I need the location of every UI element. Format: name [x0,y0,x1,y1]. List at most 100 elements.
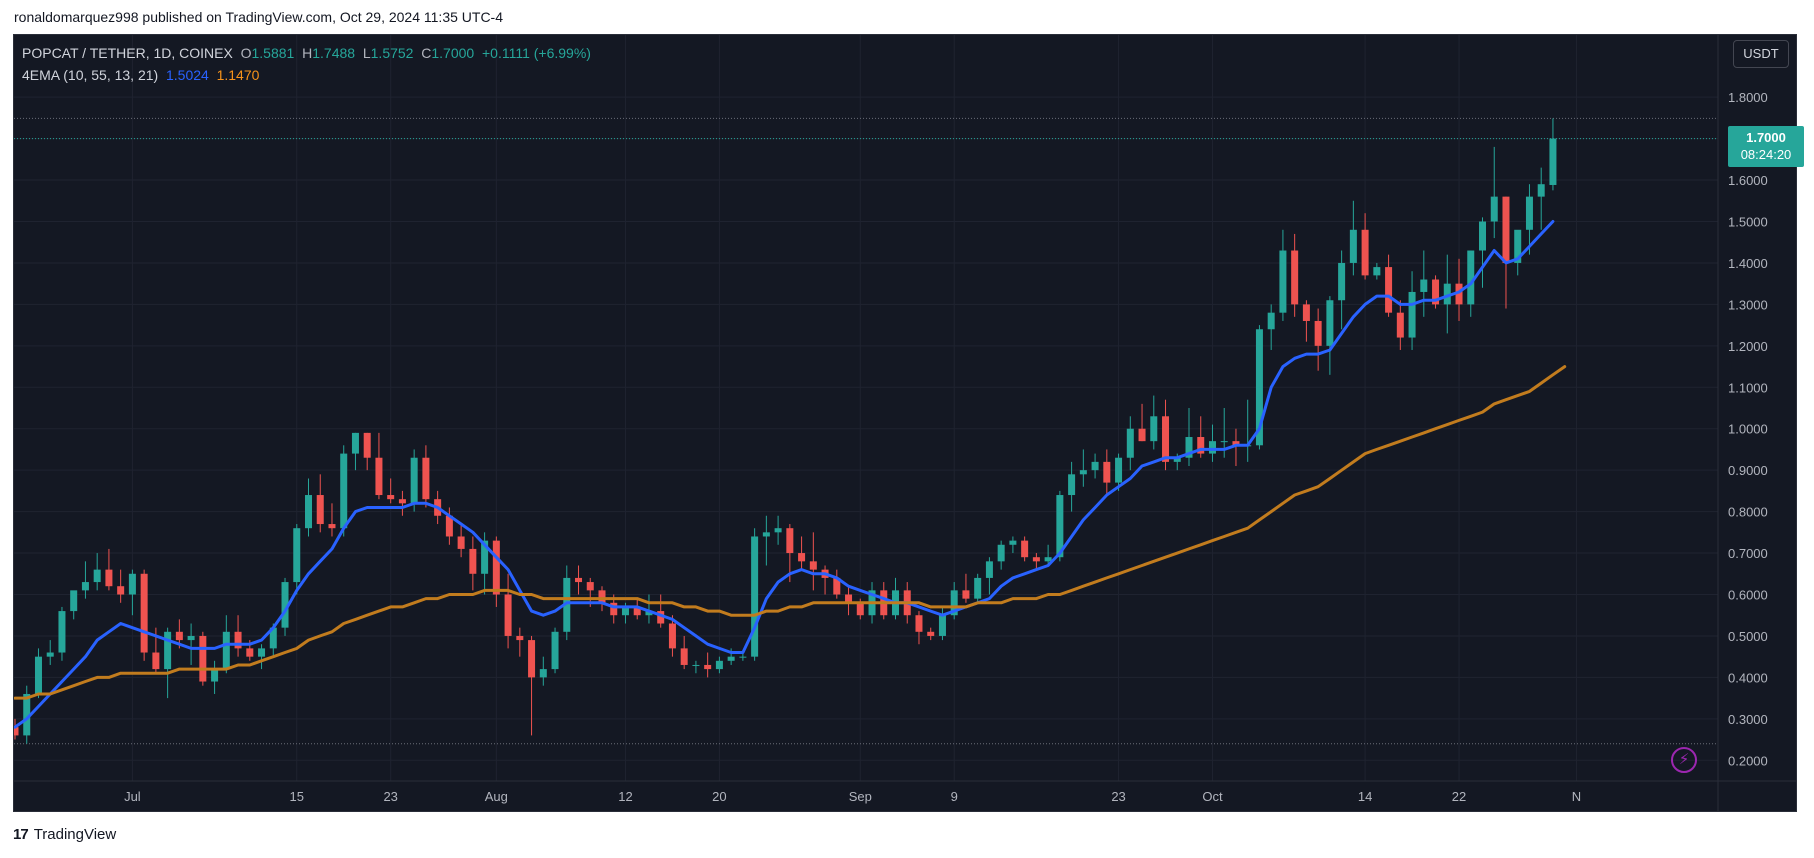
candle [704,652,712,678]
candle-body [1009,540,1017,545]
candle-body [1185,437,1193,458]
candle-body [798,553,806,562]
candle [351,432,359,471]
candle-body [833,577,841,595]
bar-countdown: 08:24:20 [1740,147,1792,162]
candle-body [328,524,336,529]
candle-body [657,611,665,624]
candle-body [1514,229,1522,263]
candle [293,524,301,595]
candle-body [539,669,547,678]
candle [927,627,935,641]
y-tick-label: 0.3000 [1728,712,1768,727]
candle [1349,200,1357,276]
candle-body [1279,250,1287,313]
chart-panel[interactable]: 0.2000 0.3000 0.4000 0.5000 0.6000 0.7000 0.80… [13,34,1804,812]
ema-fast-value: 1.5024 [165,67,209,83]
candle-body [598,590,606,603]
candle-body [1537,184,1545,197]
candle [938,606,946,641]
candle [199,631,207,686]
candle [715,656,723,674]
candle-body [1420,279,1428,292]
candle-body [1044,557,1052,562]
candle [985,557,993,595]
candle-body [1373,267,1381,276]
candle-body [93,569,101,583]
price-chart[interactable]: 0.2000 0.3000 0.4000 0.5000 0.6000 0.7000 0.80… [14,35,1796,811]
candle [539,656,547,686]
y-tick-label: 1.2000 [1728,339,1768,354]
candle [363,432,371,471]
candle [398,490,406,516]
candle-body [363,432,371,458]
x-tick-label: Oct [1202,789,1223,804]
candle [34,648,42,699]
candle-body [786,528,794,554]
high-label: H [302,45,313,61]
candle [1279,229,1287,321]
candle [1514,229,1522,276]
lightning-bolt-icon[interactable]: ⚡ [1671,747,1697,773]
y-tick-label: 0.8000 [1728,505,1768,520]
candle [798,536,806,570]
y-tick-label: 0.4000 [1728,670,1768,685]
candle [70,590,78,620]
x-tick-label: N [1572,789,1581,804]
candle-body [551,631,559,670]
candle-body [14,727,19,736]
candle [762,515,770,566]
x-tick-label: 14 [1358,789,1372,804]
candle-body [269,627,277,649]
candle [845,586,853,616]
indicator-legend[interactable]: 4EMA (10, 55, 13, 21) 1.5024 1.1470 [22,67,259,83]
candle-body [845,594,853,603]
candle [692,660,700,674]
candle [1361,213,1369,280]
candle-body [1314,320,1322,346]
candle-body [46,652,54,657]
candle [1302,300,1310,342]
candle [751,528,759,661]
publish-caption: ronaldomarquez998 published on TradingVi… [14,9,504,25]
candle-body [246,648,254,657]
currency-button[interactable]: USDT [1733,40,1789,68]
candle-body [586,582,594,591]
candle-body [1232,441,1240,446]
indicator-name[interactable]: 4EMA (10, 55, 13, 21) [22,67,159,83]
candle [575,565,583,595]
candles [14,118,1557,744]
candle-body [1068,474,1076,496]
candle [305,478,312,537]
candle-body [187,635,195,641]
candle-body [774,528,782,533]
candle-body [305,495,312,529]
candle-body [1173,457,1181,462]
candle-body [1502,196,1510,263]
last-price-tag: 1.7000 08:24:20 [1728,126,1804,167]
candle [645,594,653,624]
x-tick-label: Aug [485,789,508,804]
candle-body [258,648,266,657]
candle [340,445,348,537]
candle-body [1220,441,1228,443]
candle [1009,536,1017,554]
candle-body [398,499,406,504]
y-tick-label: 1.8000 [1728,90,1768,105]
candle [1032,553,1040,570]
symbol-name[interactable]: POPCAT / TETHER, 1D, COINEX [22,45,233,61]
candle-body [281,582,289,628]
candle [258,644,266,670]
candle [1267,304,1275,350]
candle-body [375,457,383,496]
candle-body [1490,196,1498,222]
candle [1455,258,1463,321]
candle [1056,490,1064,562]
candle [1244,399,1252,462]
candle-body [1361,229,1369,276]
candle [668,615,676,657]
candle [457,524,465,558]
candle-body [469,548,477,574]
candle [997,540,1005,570]
ema-10-line [14,220,1555,729]
